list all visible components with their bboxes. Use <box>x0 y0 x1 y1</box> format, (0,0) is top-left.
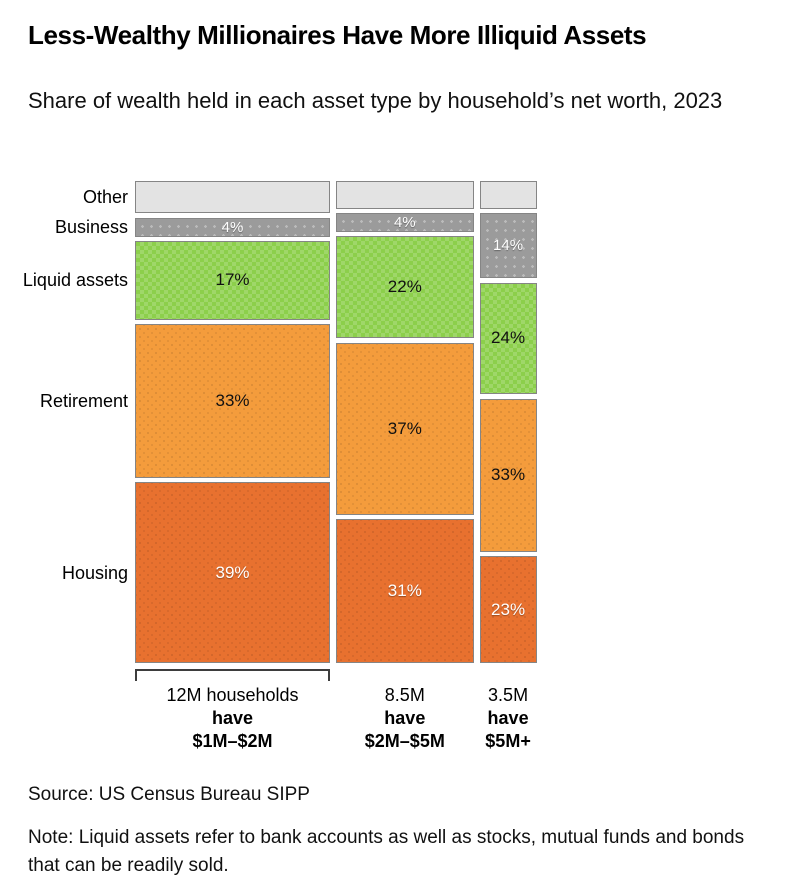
cell-business-col3: 14% <box>479 213 537 279</box>
cell-retirement-col1: 33% <box>135 324 330 478</box>
column-axis-label-line: have <box>211 708 254 728</box>
cell-value-label: 39% <box>215 562 250 582</box>
cell-retirement-col2: 37% <box>335 342 474 515</box>
row-label-other: Other <box>82 187 128 208</box>
cell-value-label: 14% <box>493 237 524 255</box>
cell-liquid-col2: 22% <box>335 236 474 339</box>
source-note: Source: US Census Bureau SIPP <box>28 784 310 805</box>
column-axis-label-line: have <box>487 708 529 728</box>
cell-housing-col2: 31% <box>335 519 474 663</box>
cell-value-label: 4% <box>393 214 416 232</box>
cell-value-label: 33% <box>215 390 250 410</box>
row-label-business: Business <box>54 217 128 238</box>
cell-liquid-col1: 17% <box>135 241 330 320</box>
cell-liquid-col3: 24% <box>479 282 537 395</box>
row-label-liquid: Liquid assets <box>22 270 128 291</box>
cell-other-col2 <box>335 181 474 209</box>
column-axis-label-line: 12M households <box>166 685 299 705</box>
cell-other-col3 <box>479 181 537 209</box>
cell-business-col1: 4% <box>135 217 330 237</box>
column-bracket <box>135 669 330 681</box>
column-axis-label-line: $5M+ <box>485 731 531 751</box>
column-axis-label-line: 3.5M <box>488 685 529 705</box>
chart-title: Less-Wealthy Millionaires Have More Illi… <box>28 20 647 50</box>
column-axis-label-col1: 12M households have $1M–$2M <box>118 684 348 753</box>
cell-housing-col3: 23% <box>479 556 537 663</box>
cell-value-label: 31% <box>387 581 422 601</box>
column-axis-label-line: 8.5M <box>384 685 425 705</box>
cell-value-label: 22% <box>387 277 422 297</box>
column-axis-label-col3: 3.5M have $5M+ <box>393 684 623 753</box>
chart-subtitle: Share of wealth held in each asset type … <box>28 88 723 113</box>
cell-value-label: 23% <box>491 599 526 619</box>
cell-value-label: 33% <box>491 465 526 485</box>
column-axis-label-line: have <box>384 708 426 728</box>
footnote: Note: Liquid assets refer to bank accoun… <box>28 827 745 876</box>
row-label-retirement: Retirement <box>39 390 128 411</box>
cell-retirement-col3: 33% <box>479 398 537 552</box>
row-label-housing: Housing <box>61 562 128 583</box>
cell-value-label: 24% <box>491 328 526 348</box>
cell-value-label: 17% <box>215 270 250 290</box>
column-axis-label-line: $1M–$2M <box>192 731 273 751</box>
cell-value-label: 37% <box>387 418 422 438</box>
column-axis-label-line: $2M–$5M <box>364 731 445 751</box>
cell-value-label: 4% <box>221 218 244 236</box>
cell-business-col2: 4% <box>335 213 474 232</box>
cell-housing-col1: 39% <box>135 482 330 663</box>
cell-other-col1 <box>135 181 330 214</box>
column-axis-label-col2: 8.5M have $2M–$5M <box>290 684 520 753</box>
